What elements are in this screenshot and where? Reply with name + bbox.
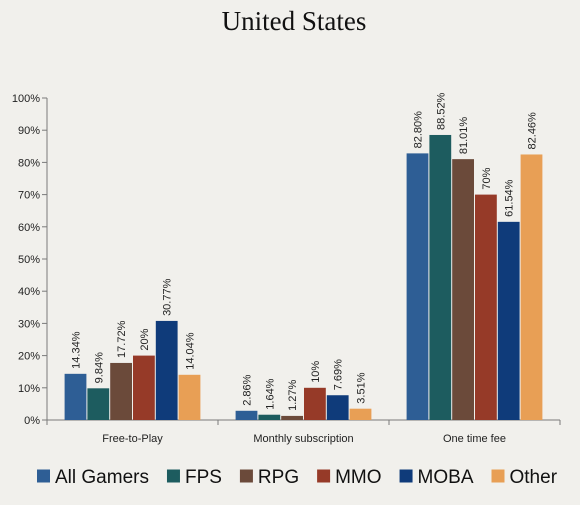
chart-title: United States: [222, 6, 367, 36]
data-label: 70%: [481, 167, 493, 189]
data-label: 61.54%: [504, 179, 516, 217]
data-label: 2.86%: [242, 374, 254, 405]
legend-label: MMO: [335, 467, 381, 488]
data-labels: 14.34% 2.86% 82.80% 9.84% 1.64% 88.52% 17.72% 1…: [71, 92, 539, 410]
data-label: 30.77%: [162, 278, 174, 316]
bar-series: [64, 134, 543, 420]
x-category-label: Free-to-Play: [102, 433, 163, 445]
legend-swatch: [166, 469, 180, 483]
bar-other: [520, 154, 543, 420]
bar-rpg: [452, 159, 474, 420]
x-category-label: Monthly subscription: [253, 433, 353, 445]
legend-label: MOBA: [418, 467, 474, 488]
data-label: 82.80%: [413, 111, 425, 149]
bar-rpg: [110, 362, 132, 420]
data-label: 88.52%: [435, 92, 447, 130]
bar-mmo: [475, 194, 497, 420]
y-tick-label: 10%: [18, 383, 40, 395]
y-tick-label: 50%: [18, 254, 40, 266]
legend-swatch: [317, 469, 331, 483]
legend-label: FPS: [185, 467, 222, 488]
data-label: 20%: [139, 328, 151, 350]
data-label: 14.34%: [71, 331, 83, 369]
data-label: 7.69%: [333, 359, 345, 390]
bar-rpg: [281, 415, 303, 420]
data-label: 9.84%: [93, 352, 105, 383]
y-tick-label: 90%: [18, 125, 40, 137]
bar-all-gamers: [235, 410, 258, 420]
data-label: 1.64%: [264, 378, 276, 409]
y-axis: 0% 10% 20% 30% 40% 50% 60% 70% 80% 90% 100%: [12, 93, 48, 427]
data-label: 81.01%: [458, 117, 470, 155]
bar-fps: [258, 414, 281, 420]
legend-swatch: [491, 469, 505, 483]
y-tick-label: 100%: [12, 93, 40, 105]
bar-moba: [155, 320, 178, 420]
legend-swatch: [239, 469, 253, 483]
bar-fps: [87, 388, 110, 420]
y-tick-label: 70%: [18, 190, 40, 202]
y-tick-label: 40%: [18, 286, 40, 298]
bar-other: [349, 408, 372, 420]
legend-label: All Gamers: [55, 467, 149, 488]
x-axis: Free-to-Play Monthly subscription One time…: [46, 419, 561, 445]
y-tick-label: 80%: [18, 157, 40, 169]
data-label: 10%: [310, 361, 322, 383]
legend-swatch: [37, 469, 50, 483]
data-label: 82.46%: [527, 112, 539, 150]
legend-label: Other: [510, 467, 558, 488]
bar-other: [178, 374, 201, 420]
data-label: 1.27%: [287, 380, 299, 411]
data-label: 3.51%: [356, 372, 368, 403]
y-tick-label: 60%: [18, 222, 40, 234]
y-tick-label: 20%: [18, 351, 40, 363]
bar-all-gamers: [64, 373, 87, 420]
x-category-label: One time fee: [443, 433, 506, 445]
legend-label: RPG: [258, 467, 299, 488]
data-label: 14.04%: [185, 332, 197, 370]
y-tick-label: 30%: [18, 318, 40, 330]
legend-swatch: [399, 469, 413, 483]
legend: All Gamers FPS RPG MMO MOBA Other: [37, 467, 558, 488]
bar-moba: [497, 221, 520, 420]
bar-moba: [326, 395, 349, 420]
y-tick-label: 0%: [24, 415, 40, 427]
bar-fps: [429, 134, 452, 420]
bar-mmo: [304, 387, 326, 420]
bar-mmo: [133, 355, 155, 420]
bar-all-gamers: [406, 153, 429, 420]
data-label: 17.72%: [116, 320, 128, 358]
